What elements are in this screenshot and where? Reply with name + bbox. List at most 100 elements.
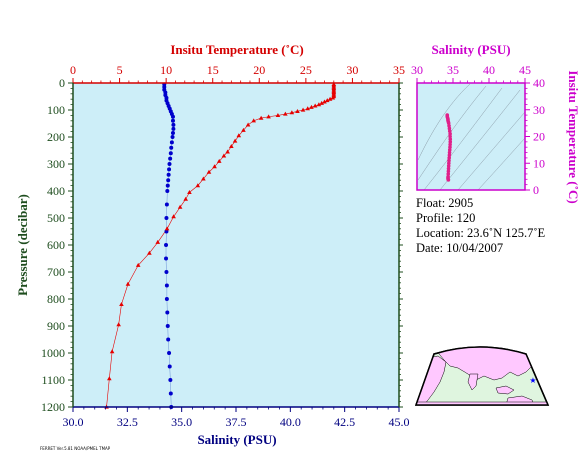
salinity-point-26	[165, 183, 170, 188]
ts-point-20	[447, 158, 451, 163]
temperature-point-33	[221, 153, 227, 158]
isopycnal-2	[423, 87, 503, 191]
profile-number: Profile: 120	[416, 211, 476, 225]
ts-point-15	[448, 145, 452, 149]
temperature-point-27	[245, 122, 251, 127]
temperature-point-26	[251, 118, 256, 123]
ts-point-14	[448, 142, 452, 147]
ts-point-19	[447, 156, 451, 160]
main-profile-panel: 0 5 10 15 20 25 30 35 30.0 32.5 35.0 37.5 40.0 42.5 45…	[15, 42, 410, 447]
temperature-point-49	[116, 322, 121, 327]
salinity-point-13	[170, 118, 175, 123]
salinity-point-18	[169, 140, 174, 145]
map-frame	[414, 346, 550, 406]
top-tick-label-4: 20	[253, 63, 265, 77]
left-tick-label-11: 1100	[41, 373, 65, 387]
bottom-axis-title: Salinity (PSU)	[197, 432, 276, 447]
left-tick-label-8: 800	[47, 292, 65, 306]
temperature-point-37	[201, 176, 206, 181]
ts-point-13	[448, 140, 453, 144]
temperature-point-28	[241, 127, 246, 132]
ts-point-21	[447, 161, 451, 166]
salinity-point-40	[167, 364, 172, 369]
left-tick-label-6: 600	[47, 238, 65, 252]
bottom-tick-label-0: 30.0	[63, 415, 84, 429]
ts-point-11	[448, 134, 452, 139]
float-location-marker: ★	[529, 376, 536, 385]
ts-plot-background	[417, 83, 525, 190]
temperature-point-40	[183, 196, 189, 201]
left-axis-title: Pressure (decibar)	[15, 194, 30, 296]
top-tick-label-0: 0	[70, 63, 76, 77]
ts-right-tick-label-4: 40	[533, 76, 545, 90]
temperature-point-20	[295, 108, 300, 113]
left-tick-label-1: 100	[47, 103, 65, 117]
ts-point-24	[446, 169, 451, 174]
salinity-point-31	[164, 243, 169, 247]
isopycnal-4	[457, 111, 526, 191]
ts-point-29	[446, 178, 451, 182]
temperature-point-35	[212, 164, 217, 169]
map-land-americas	[539, 351, 548, 381]
ts-point-22	[446, 164, 451, 168]
left-tick-label-12: 1200	[41, 400, 65, 414]
salinity-point-19	[169, 145, 174, 150]
salinity-point-14	[171, 122, 176, 127]
salinity-point-27	[165, 189, 170, 193]
temperature-point-24	[266, 114, 271, 119]
salinity-point-22	[167, 162, 172, 166]
left-tick-label-5: 500	[47, 211, 65, 225]
map-land-japan	[535, 361, 543, 377]
temperature-point-15	[316, 102, 322, 107]
ts-point-7	[447, 124, 451, 128]
temperature-point-10	[330, 95, 336, 100]
temperature-point-42	[171, 214, 176, 219]
float-number: Float: 2905	[416, 196, 474, 210]
ts-top-tick-label-3: 45	[519, 63, 531, 77]
top-tick-label-2: 10	[160, 63, 172, 77]
main-series-marks	[104, 81, 337, 409]
temperature-point-32	[225, 149, 230, 154]
salinity-point-38	[166, 337, 171, 342]
salinity-point-21	[168, 156, 173, 161]
temperature-point-38	[195, 183, 201, 188]
salinity-point-23	[167, 167, 172, 172]
ts-right-tick-label-0: 0	[533, 183, 539, 197]
temperature-point-22	[283, 111, 288, 116]
salinity-point-36	[165, 310, 170, 315]
ts-point-23	[446, 166, 451, 171]
ts-point-25	[446, 172, 451, 176]
left-tick-label-4: 400	[47, 184, 65, 198]
temperature-point-18	[305, 106, 311, 111]
temperature-point-46	[135, 262, 141, 267]
salinity-point-16	[170, 130, 175, 135]
ts-point-16	[447, 148, 452, 152]
ts-point-12	[448, 137, 453, 141]
temperature-point-29	[236, 133, 242, 138]
left-tick-label-7: 700	[47, 265, 65, 279]
salinity-point-12	[170, 114, 175, 119]
ts-top-tick-label-1: 35	[447, 63, 459, 77]
top-tick-label-1: 5	[117, 63, 123, 77]
footer-credit: FERRET Ver.5.81 NOAA/PMEL TMAP	[40, 446, 111, 451]
ts-right-tick-label-1: 10	[533, 156, 545, 170]
ts-point-6	[446, 121, 451, 125]
ts-top-tick-label-2: 40	[483, 63, 495, 77]
main-plot-background	[73, 83, 399, 407]
temperature-point-25	[258, 115, 264, 120]
bottom-tick-label-6: 45.0	[389, 415, 410, 429]
temperature-point-47	[125, 281, 131, 286]
isopycnal-5	[477, 137, 526, 191]
left-tick-label-0: 0	[59, 76, 65, 90]
top-tick-label-5: 25	[300, 63, 312, 77]
salinity-point-41	[168, 378, 173, 382]
ts-points	[445, 113, 453, 182]
temperature-point-44	[155, 239, 161, 244]
left-tick-label-2: 200	[47, 130, 65, 144]
bottom-tick-label-3: 37.5	[226, 415, 247, 429]
temperature-point-39	[187, 189, 192, 194]
main-axes: 0 5 10 15 20 25 30 35 30.0 32.5 35.0 37.5 40.0 42.5 45…	[41, 63, 410, 429]
left-tick-label-10: 1000	[41, 346, 65, 360]
top-tick-label-6: 30	[346, 63, 358, 77]
